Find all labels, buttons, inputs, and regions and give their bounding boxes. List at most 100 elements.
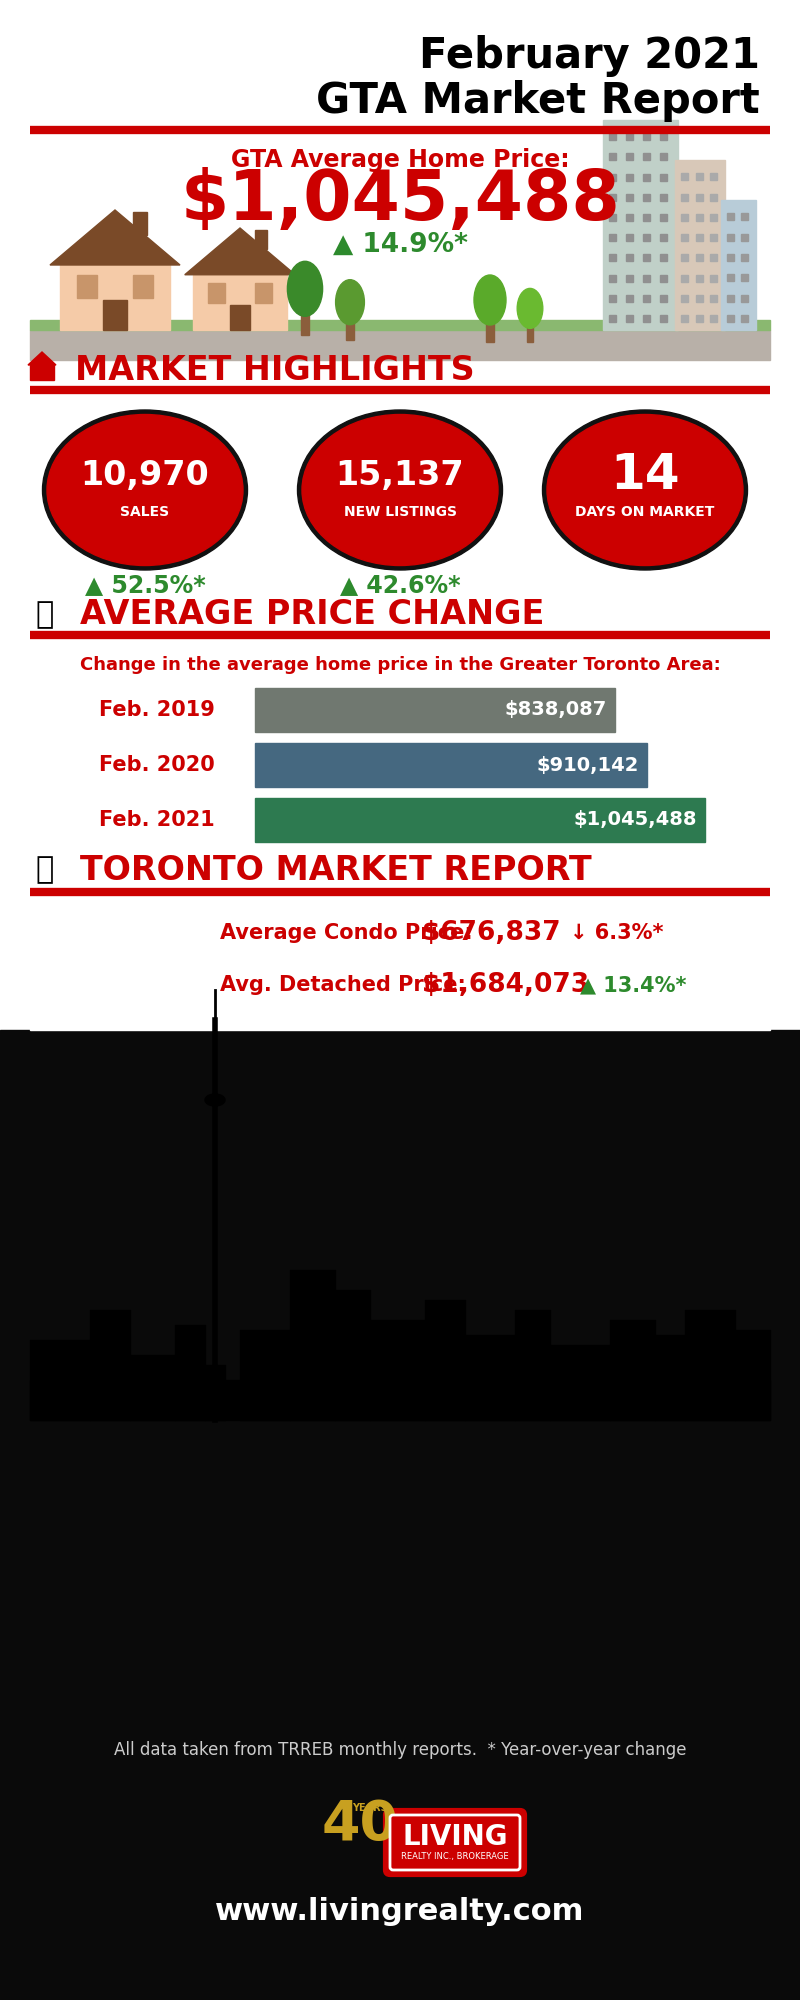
Polygon shape bbox=[741, 314, 748, 322]
Text: $1,045,488: $1,045,488 bbox=[180, 166, 620, 234]
Polygon shape bbox=[726, 274, 734, 282]
Text: $1,684,073: $1,684,073 bbox=[422, 972, 589, 998]
Text: 40: 40 bbox=[322, 1798, 398, 1852]
Polygon shape bbox=[655, 1336, 685, 1420]
Polygon shape bbox=[205, 1364, 225, 1420]
Polygon shape bbox=[255, 284, 272, 302]
Polygon shape bbox=[660, 234, 667, 242]
Ellipse shape bbox=[47, 414, 243, 566]
Polygon shape bbox=[133, 274, 153, 298]
Polygon shape bbox=[681, 254, 688, 262]
Polygon shape bbox=[602, 120, 678, 330]
Polygon shape bbox=[230, 304, 250, 330]
Polygon shape bbox=[465, 1336, 515, 1420]
Ellipse shape bbox=[42, 410, 247, 570]
Polygon shape bbox=[515, 1310, 550, 1420]
Polygon shape bbox=[0, 1030, 800, 2000]
Polygon shape bbox=[741, 274, 748, 282]
Text: February 2021: February 2021 bbox=[419, 34, 760, 76]
Ellipse shape bbox=[205, 1094, 225, 1106]
Polygon shape bbox=[626, 134, 633, 140]
Polygon shape bbox=[660, 154, 667, 160]
Polygon shape bbox=[696, 214, 702, 220]
Polygon shape bbox=[626, 194, 633, 200]
Polygon shape bbox=[726, 234, 734, 240]
Text: $838,087: $838,087 bbox=[505, 700, 607, 720]
Text: ↓ 6.3%*: ↓ 6.3%* bbox=[570, 924, 663, 944]
Polygon shape bbox=[710, 214, 718, 220]
Polygon shape bbox=[660, 214, 667, 220]
Polygon shape bbox=[643, 194, 650, 200]
FancyBboxPatch shape bbox=[385, 1810, 525, 1876]
Polygon shape bbox=[696, 294, 702, 302]
Polygon shape bbox=[741, 214, 748, 220]
Ellipse shape bbox=[542, 410, 747, 570]
Polygon shape bbox=[681, 294, 688, 302]
Polygon shape bbox=[290, 1270, 335, 1420]
Text: LIVING: LIVING bbox=[402, 1824, 508, 1852]
Polygon shape bbox=[660, 254, 667, 262]
Polygon shape bbox=[726, 254, 734, 260]
Polygon shape bbox=[681, 234, 688, 240]
Text: 15,137: 15,137 bbox=[336, 458, 464, 492]
Text: TORONTO MARKET REPORT: TORONTO MARKET REPORT bbox=[80, 854, 592, 886]
Polygon shape bbox=[30, 1340, 90, 1420]
Polygon shape bbox=[696, 254, 702, 262]
Polygon shape bbox=[681, 274, 688, 282]
Text: www.livingrealty.com: www.livingrealty.com bbox=[215, 1898, 585, 1926]
Ellipse shape bbox=[547, 414, 743, 566]
Polygon shape bbox=[643, 154, 650, 160]
Polygon shape bbox=[60, 264, 170, 330]
Text: Feb. 2019: Feb. 2019 bbox=[99, 700, 215, 720]
Polygon shape bbox=[643, 294, 650, 302]
Text: GTA Average Home Price:: GTA Average Home Price: bbox=[230, 148, 570, 172]
Ellipse shape bbox=[302, 414, 498, 566]
Polygon shape bbox=[240, 1330, 290, 1420]
Polygon shape bbox=[133, 212, 147, 234]
Polygon shape bbox=[609, 154, 615, 160]
Polygon shape bbox=[643, 174, 650, 180]
Polygon shape bbox=[710, 314, 718, 322]
Polygon shape bbox=[710, 174, 718, 180]
Polygon shape bbox=[50, 210, 180, 264]
Polygon shape bbox=[103, 300, 127, 330]
Polygon shape bbox=[681, 174, 688, 180]
Polygon shape bbox=[610, 1320, 655, 1420]
Text: 14: 14 bbox=[610, 452, 680, 498]
Polygon shape bbox=[175, 1324, 205, 1420]
Text: AVERAGE PRICE CHANGE: AVERAGE PRICE CHANGE bbox=[80, 598, 544, 632]
Polygon shape bbox=[30, 364, 54, 380]
Text: ▲ 13.4%*: ▲ 13.4%* bbox=[580, 976, 686, 994]
Polygon shape bbox=[710, 294, 718, 302]
Polygon shape bbox=[609, 234, 615, 242]
Polygon shape bbox=[626, 274, 633, 282]
Text: DAYS ON MARKET: DAYS ON MARKET bbox=[575, 504, 714, 518]
Text: REALTY INC., BROKERAGE: REALTY INC., BROKERAGE bbox=[401, 1852, 509, 1862]
Text: 10,970: 10,970 bbox=[81, 458, 210, 492]
Polygon shape bbox=[626, 294, 633, 302]
Polygon shape bbox=[255, 688, 615, 732]
Text: $676,837: $676,837 bbox=[422, 920, 561, 946]
Polygon shape bbox=[660, 134, 667, 140]
Ellipse shape bbox=[518, 288, 542, 328]
Polygon shape bbox=[696, 174, 702, 180]
Polygon shape bbox=[609, 194, 615, 200]
Polygon shape bbox=[735, 1330, 770, 1420]
Polygon shape bbox=[194, 274, 286, 330]
Polygon shape bbox=[726, 314, 734, 322]
Polygon shape bbox=[710, 274, 718, 282]
Polygon shape bbox=[346, 322, 354, 340]
Text: Feb. 2020: Feb. 2020 bbox=[99, 754, 215, 774]
Polygon shape bbox=[681, 214, 688, 220]
Polygon shape bbox=[626, 174, 633, 180]
Polygon shape bbox=[486, 322, 494, 342]
Polygon shape bbox=[660, 294, 667, 302]
Text: Avg. Detached Price:: Avg. Detached Price: bbox=[220, 976, 473, 994]
Text: ▲ 42.6%*: ▲ 42.6%* bbox=[340, 572, 460, 596]
Polygon shape bbox=[208, 284, 225, 302]
Polygon shape bbox=[710, 234, 718, 240]
Ellipse shape bbox=[298, 410, 502, 570]
Text: $1,045,488: $1,045,488 bbox=[574, 810, 697, 830]
Polygon shape bbox=[726, 214, 734, 220]
Polygon shape bbox=[626, 214, 633, 220]
